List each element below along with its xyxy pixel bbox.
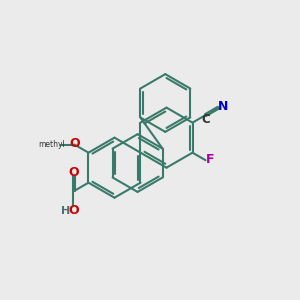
Text: O: O	[69, 204, 79, 217]
Text: O: O	[68, 166, 79, 179]
Text: N: N	[218, 100, 228, 113]
Text: H: H	[61, 206, 71, 216]
Text: O: O	[70, 137, 80, 150]
Text: methyl: methyl	[38, 140, 65, 148]
Text: C: C	[201, 113, 210, 126]
Text: F: F	[206, 153, 214, 166]
